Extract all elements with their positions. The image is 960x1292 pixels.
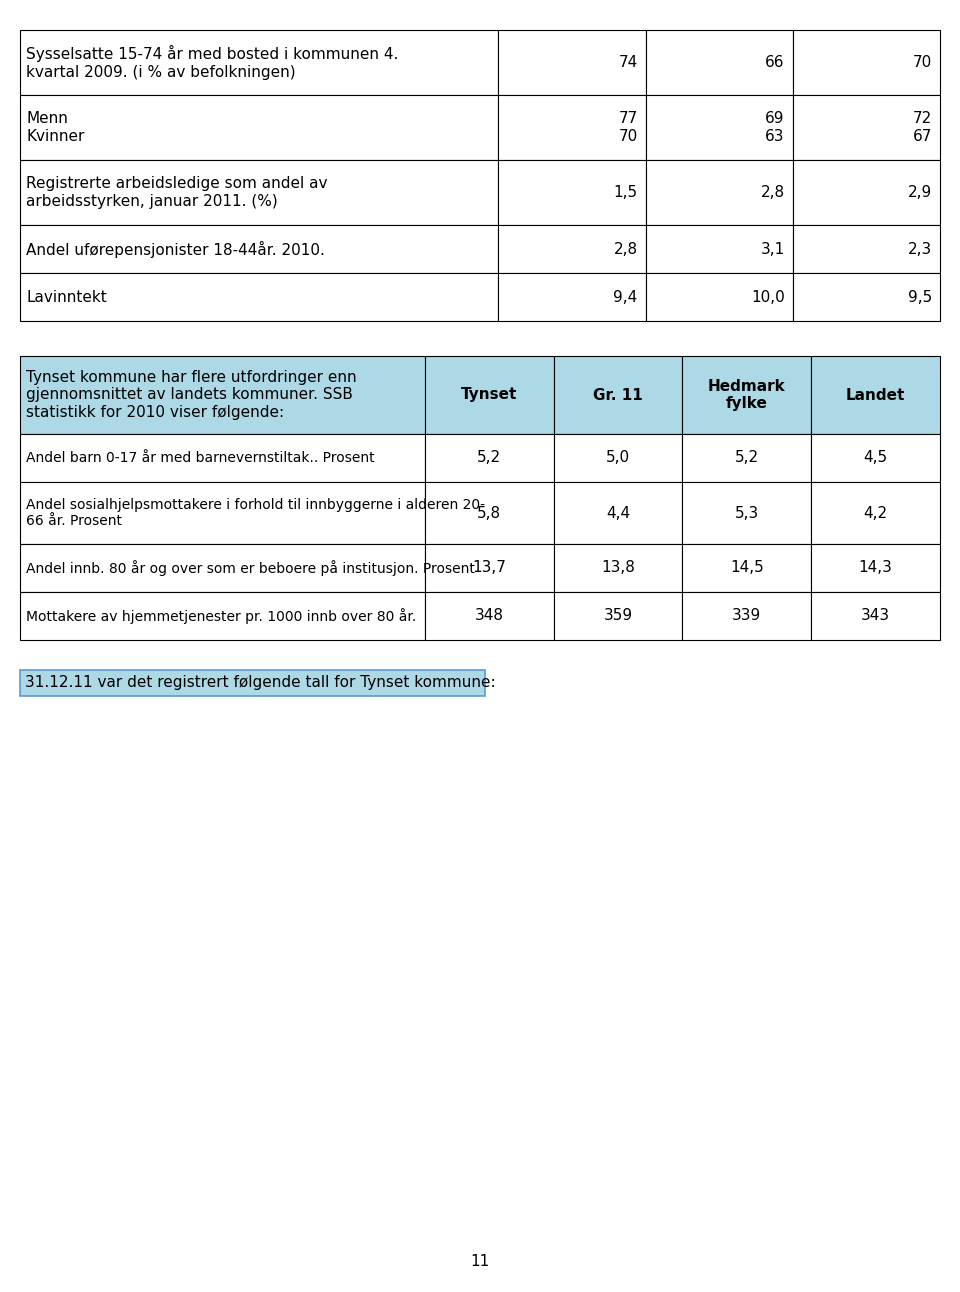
Text: Tynset: Tynset — [461, 388, 517, 403]
Text: Tynset kommune har flere utfordringer enn
gjennomsnittet av landets kommuner. SS: Tynset kommune har flere utfordringer en… — [26, 370, 356, 420]
Bar — [20, 482, 424, 544]
Bar — [811, 357, 940, 434]
Bar — [793, 96, 940, 160]
Text: 5,2: 5,2 — [477, 451, 501, 465]
Bar — [811, 434, 940, 482]
Bar — [424, 482, 554, 544]
Text: 5,3: 5,3 — [734, 505, 759, 521]
Text: 69
63: 69 63 — [765, 111, 785, 143]
Text: 4,4: 4,4 — [606, 505, 630, 521]
Bar — [20, 273, 498, 320]
Bar — [645, 160, 793, 225]
Text: Andel barn 0-17 år med barnevernstiltak.. Prosent: Andel barn 0-17 år med barnevernstiltak.… — [26, 451, 374, 465]
Bar — [793, 160, 940, 225]
Text: 13,7: 13,7 — [472, 561, 506, 575]
Bar — [20, 160, 498, 225]
Text: Landet: Landet — [846, 388, 905, 403]
Bar — [645, 225, 793, 273]
Bar — [554, 482, 683, 544]
Bar — [20, 544, 424, 592]
Bar — [793, 225, 940, 273]
Text: 10,0: 10,0 — [751, 289, 785, 305]
Text: 2,8: 2,8 — [760, 185, 785, 200]
Bar — [20, 96, 498, 160]
Text: Andel innb. 80 år og over som er beboere på institusjon. Prosent: Andel innb. 80 år og over som er beboere… — [26, 559, 475, 576]
Bar — [424, 434, 554, 482]
Bar — [683, 357, 811, 434]
Text: 9,4: 9,4 — [613, 289, 637, 305]
Bar — [683, 544, 811, 592]
Bar — [424, 592, 554, 640]
Text: 348: 348 — [474, 609, 504, 624]
Text: 343: 343 — [861, 609, 890, 624]
Bar — [498, 273, 645, 320]
Bar — [811, 592, 940, 640]
Text: 77
70: 77 70 — [618, 111, 637, 143]
Text: 14,5: 14,5 — [730, 561, 763, 575]
Text: Andel uførepensjonister 18-44år. 2010.: Andel uførepensjonister 18-44år. 2010. — [26, 240, 324, 257]
Bar — [554, 592, 683, 640]
Bar — [498, 30, 645, 96]
Text: 359: 359 — [604, 609, 633, 624]
Bar — [20, 671, 485, 696]
Bar — [20, 357, 424, 434]
Text: 4,2: 4,2 — [864, 505, 888, 521]
Bar — [811, 544, 940, 592]
Bar — [554, 544, 683, 592]
Bar — [793, 273, 940, 320]
Bar — [20, 592, 424, 640]
Text: 5,0: 5,0 — [606, 451, 630, 465]
Text: 72
67: 72 67 — [913, 111, 932, 143]
Bar — [424, 357, 554, 434]
Text: Lavinntekt: Lavinntekt — [26, 289, 107, 305]
Bar — [554, 434, 683, 482]
Text: 70: 70 — [913, 56, 932, 70]
Bar — [645, 96, 793, 160]
Bar — [811, 482, 940, 544]
Text: 13,8: 13,8 — [601, 561, 635, 575]
Text: 5,2: 5,2 — [734, 451, 758, 465]
Bar — [683, 482, 811, 544]
Bar — [424, 544, 554, 592]
Bar — [554, 357, 683, 434]
Text: 74: 74 — [618, 56, 637, 70]
Bar — [498, 96, 645, 160]
Text: 3,1: 3,1 — [760, 242, 785, 257]
Text: 14,3: 14,3 — [858, 561, 893, 575]
Text: 2,9: 2,9 — [908, 185, 932, 200]
Text: 31.12.11 var det registrert følgende tall for Tynset kommune:: 31.12.11 var det registrert følgende tal… — [25, 676, 495, 690]
Text: Menn
Kvinner: Menn Kvinner — [26, 111, 84, 143]
Bar — [498, 225, 645, 273]
Bar — [20, 30, 498, 96]
Text: 2,8: 2,8 — [613, 242, 637, 257]
Bar — [645, 30, 793, 96]
Text: 66: 66 — [765, 56, 785, 70]
Text: Hedmark
fylke: Hedmark fylke — [708, 379, 785, 411]
Text: Mottakere av hjemmetjenester pr. 1000 innb over 80 år.: Mottakere av hjemmetjenester pr. 1000 in… — [26, 609, 417, 624]
Bar — [20, 434, 424, 482]
Text: 1,5: 1,5 — [613, 185, 637, 200]
Text: Registrerte arbeidsledige som andel av
arbeidsstyrken, januar 2011. (%): Registrerte arbeidsledige som andel av a… — [26, 176, 327, 209]
Text: 2,3: 2,3 — [908, 242, 932, 257]
Text: 339: 339 — [732, 609, 761, 624]
Bar — [498, 160, 645, 225]
Text: 4,5: 4,5 — [864, 451, 888, 465]
Text: Sysselsatte 15-74 år med bosted i kommunen 4.
kvartal 2009. (i % av befolkningen: Sysselsatte 15-74 år med bosted i kommun… — [26, 45, 398, 80]
Bar — [645, 273, 793, 320]
Text: Gr. 11: Gr. 11 — [593, 388, 643, 403]
Text: 5,8: 5,8 — [477, 505, 501, 521]
Bar — [683, 434, 811, 482]
Bar — [683, 592, 811, 640]
Bar — [793, 30, 940, 96]
Text: 9,5: 9,5 — [908, 289, 932, 305]
Text: 11: 11 — [470, 1255, 490, 1270]
Bar — [20, 225, 498, 273]
Text: Andel sosialhjelpsmottakere i forhold til innbyggerne i alderen 20-
66 år. Prose: Andel sosialhjelpsmottakere i forhold ti… — [26, 497, 485, 528]
